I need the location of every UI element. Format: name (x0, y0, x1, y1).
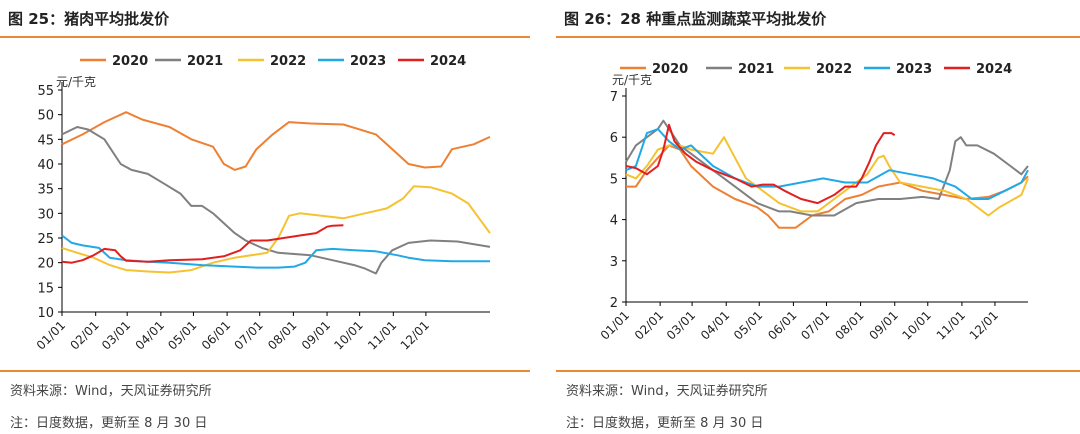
legend-label: 2023 (896, 62, 932, 77)
y-tick-label: 40 (37, 158, 54, 173)
x-tick-label: 09/01 (866, 308, 900, 342)
figure-title: 图 26：28 种重点监测蔬菜平均批发价 (564, 8, 826, 29)
y-tick-label: 25 (37, 232, 54, 247)
series-line-2020 (62, 112, 490, 170)
x-tick-label: 06/01 (199, 318, 233, 352)
vegetable-price-chart: 2020 2021 2022 2023 2024 元/千克 2 3 4 5 6 7 01/01 02/01… (556, 40, 1080, 366)
y-tick-label: 6 (610, 131, 618, 146)
y-tick-label: 10 (37, 306, 54, 321)
series-line-2024 (626, 125, 895, 203)
x-tick-label: 02/01 (67, 318, 101, 352)
legend-label: 2022 (816, 62, 852, 77)
x-tick-label: 02/01 (632, 308, 666, 342)
x-tick-label: 12/01 (967, 308, 1001, 342)
y-tick-label: 7 (610, 90, 618, 105)
legend-label: 2021 (187, 54, 223, 69)
x-tick-label: 11/01 (365, 318, 399, 352)
x-tick-label: 09/01 (299, 318, 333, 352)
x-tick-label: 11/01 (934, 308, 968, 342)
top-rule (556, 36, 1080, 38)
x-tick-label: 08/01 (832, 308, 866, 342)
x-tick-label: 01/01 (598, 308, 632, 342)
x-tick-label: 08/01 (265, 318, 299, 352)
legend-label: 2022 (270, 54, 306, 69)
data-note: 注：日度数据，更新至 8 月 30 日 (10, 412, 207, 431)
x-tick-label: 07/01 (231, 318, 265, 352)
x-tick-label: 01/01 (34, 318, 68, 352)
bottom-rule (556, 370, 1080, 372)
pork-price-chart: 2020 2021 2022 2023 2024元/千克1015202530354045… (0, 40, 530, 366)
legend-label: 2020 (112, 54, 148, 69)
bottom-rule (0, 370, 530, 372)
legend-label: 2021 (738, 62, 774, 77)
top-rule (0, 36, 530, 38)
y-tick-label: 20 (37, 257, 54, 272)
x-tick-label: 06/01 (765, 308, 799, 342)
series-line-2023 (626, 129, 1028, 199)
source-note: 资料来源：Wind，天风证券研究所 (10, 380, 212, 399)
y-tick-label: 55 (37, 84, 54, 99)
series-line-2024 (62, 225, 343, 263)
y-tick-label: 3 (610, 255, 618, 270)
x-tick-label: 12/01 (398, 318, 432, 352)
x-tick-label: 07/01 (798, 308, 832, 342)
x-tick-label: 10/01 (900, 308, 934, 342)
y-tick-label: 5 (610, 172, 618, 187)
legend-label: 2024 (430, 54, 466, 69)
y-tick-label: 45 (37, 133, 54, 148)
figure-title: 图 25：猪肉平均批发价 (8, 8, 169, 29)
x-tick-label: 10/01 (331, 318, 365, 352)
x-tick-label: 05/01 (731, 308, 765, 342)
series-line-2021 (62, 127, 490, 274)
y-tick-label: 15 (37, 281, 54, 296)
x-tick-label: 04/01 (133, 318, 167, 352)
y-tick-label: 4 (610, 214, 618, 229)
x-tick-label: 05/01 (165, 318, 199, 352)
legend-label: 2020 (652, 62, 688, 77)
x-tick-label: 03/01 (99, 318, 133, 352)
source-note: 资料来源：Wind，天风证券研究所 (566, 380, 768, 399)
x-tick-label: 04/01 (698, 308, 732, 342)
x-tick-label: 03/01 (664, 308, 698, 342)
y-tick-label: 30 (37, 207, 54, 222)
y-unit-label: 元/千克 (612, 73, 652, 87)
legend-label: 2023 (350, 54, 386, 69)
y-tick-label: 50 (37, 109, 54, 124)
y-tick-label: 35 (37, 183, 54, 198)
data-note: 注：日度数据，更新至 8 月 30 日 (566, 412, 763, 431)
panel-pork-price: 图 25：猪肉平均批发价 2020 2021 2022 2023 2024 元/千克 10 1… (0, 0, 530, 434)
panel-vegetable-price: 图 26：28 种重点监测蔬菜平均批发价 2020 2021 2022 2023 202… (556, 0, 1080, 434)
legend-label: 2024 (976, 62, 1012, 77)
y-tick-label: 2 (610, 296, 618, 311)
